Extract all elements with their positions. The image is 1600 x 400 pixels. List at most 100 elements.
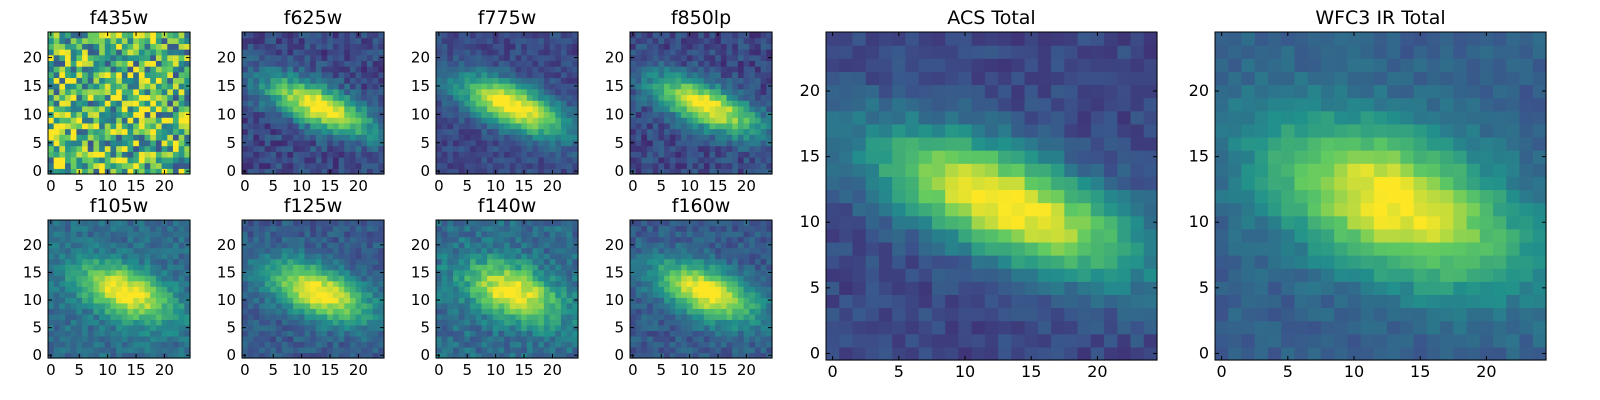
- heatmap-cell: [515, 231, 522, 238]
- heatmap-cell: [281, 253, 289, 260]
- heatmap-cell: [172, 319, 180, 326]
- heatmap-cell: [178, 302, 185, 309]
- heatmap-cell: [532, 162, 539, 169]
- heatmap-cell: [287, 122, 294, 130]
- heatmap-cell: [327, 269, 334, 276]
- heatmap-cell: [647, 37, 654, 44]
- heatmap-cell: [133, 54, 140, 61]
- heatmap-cell: [481, 128, 488, 135]
- heatmap-cell: [766, 162, 773, 169]
- heatmap-cell: [344, 291, 351, 298]
- heatmap-cell: [178, 335, 185, 343]
- heatmap-cell: [652, 335, 659, 343]
- heatmap-cell: [276, 335, 283, 343]
- heatmap-cell: [121, 269, 129, 276]
- heatmap-cell: [150, 275, 157, 282]
- heatmap-cell: [766, 94, 773, 101]
- heatmap-cell: [475, 83, 483, 90]
- heatmap-cell: [760, 117, 767, 124]
- heatmap-cell: [560, 286, 568, 293]
- heatmap-cell: [760, 352, 767, 359]
- heatmap-cell: [161, 122, 168, 130]
- heatmap-cell: [760, 280, 767, 287]
- heatmap-cell: [521, 128, 528, 135]
- heatmap-cell: [327, 122, 334, 130]
- heatmap-cell: [310, 71, 317, 79]
- heatmap-cell: [754, 37, 762, 44]
- heatmap-cell: [703, 128, 711, 135]
- heatmap-cell: [184, 105, 191, 113]
- heatmap-cell: [161, 151, 168, 158]
- heatmap-cell: [453, 100, 460, 107]
- heatmap-cell: [349, 220, 357, 227]
- heatmap-cell: [498, 341, 505, 348]
- heatmap-cell: [715, 286, 722, 293]
- heatmap-cell: [110, 66, 117, 73]
- heatmap-cell: [287, 134, 294, 141]
- heatmap-cell: [509, 225, 517, 232]
- heatmap-cell: [766, 341, 773, 348]
- heatmap-cell: [167, 71, 174, 79]
- heatmap-cell: [709, 60, 716, 67]
- heatmap-cell: [372, 286, 379, 293]
- heatmap-cell: [70, 275, 77, 282]
- heatmap-cell: [355, 253, 362, 260]
- heatmap-cell: [509, 297, 517, 304]
- heatmap-cell: [504, 162, 511, 169]
- heatmap-cell: [281, 313, 289, 320]
- heatmap-cell: [70, 94, 77, 101]
- heatmap-cell: [133, 264, 140, 271]
- heatmap-cell: [436, 225, 443, 232]
- heatmap-cell: [709, 83, 716, 90]
- heatmap-cell: [264, 220, 271, 227]
- heatmap-cell: [715, 145, 722, 152]
- axes-frame: [241, 219, 385, 359]
- heatmap-cell: [498, 264, 505, 271]
- heatmap-cell: [458, 77, 465, 84]
- heatmap-cell: [515, 128, 522, 135]
- heatmap-cell: [127, 37, 134, 44]
- heatmap-cell: [464, 117, 471, 124]
- heatmap-cell: [361, 335, 368, 343]
- heatmap-cell: [281, 117, 289, 124]
- heatmap-cell: [464, 139, 471, 147]
- heatmap-cell: [441, 352, 448, 359]
- heatmap-cell: [560, 32, 568, 39]
- heatmap-cell: [726, 335, 733, 343]
- heatmap-cell: [70, 280, 77, 287]
- heatmap-cell: [304, 156, 311, 164]
- heatmap-cell: [116, 83, 123, 90]
- heatmap-cell: [453, 71, 460, 79]
- heatmap-cell: [276, 319, 283, 326]
- heatmap-cell: [675, 302, 682, 309]
- heatmap-cell: [59, 111, 66, 118]
- heatmap-cell: [150, 32, 157, 39]
- heatmap-cell: [487, 258, 494, 265]
- heatmap-cell: [321, 162, 328, 169]
- heatmap-cell: [504, 32, 511, 39]
- heatmap-cell: [475, 77, 483, 84]
- heatmap-cell: [287, 43, 294, 50]
- heatmap-cell: [549, 291, 556, 298]
- heatmap-cell: [338, 66, 345, 73]
- heatmap-cell: [99, 49, 106, 56]
- heatmap-cell: [698, 308, 705, 315]
- heatmap-cell: [259, 139, 266, 147]
- heatmap-cell: [127, 32, 134, 39]
- heatmap-cell: [498, 225, 505, 232]
- y-tick-label: 5: [32, 319, 42, 337]
- heatmap-cell: [138, 49, 146, 56]
- heatmap-cell: [754, 66, 762, 73]
- heatmap-cell: [361, 49, 368, 56]
- heatmap-cell: [76, 60, 83, 67]
- heatmap-cell: [681, 122, 688, 130]
- heatmap-cell: [664, 60, 671, 67]
- heatmap-cell: [470, 269, 477, 276]
- heatmap-cell: [509, 247, 517, 254]
- heatmap-cell: [76, 83, 83, 90]
- heatmap-cell: [349, 247, 357, 254]
- heatmap-cell: [487, 313, 494, 320]
- heatmap-cell: [298, 128, 306, 135]
- heatmap-cell: [732, 151, 739, 158]
- heatmap-cell: [532, 330, 539, 337]
